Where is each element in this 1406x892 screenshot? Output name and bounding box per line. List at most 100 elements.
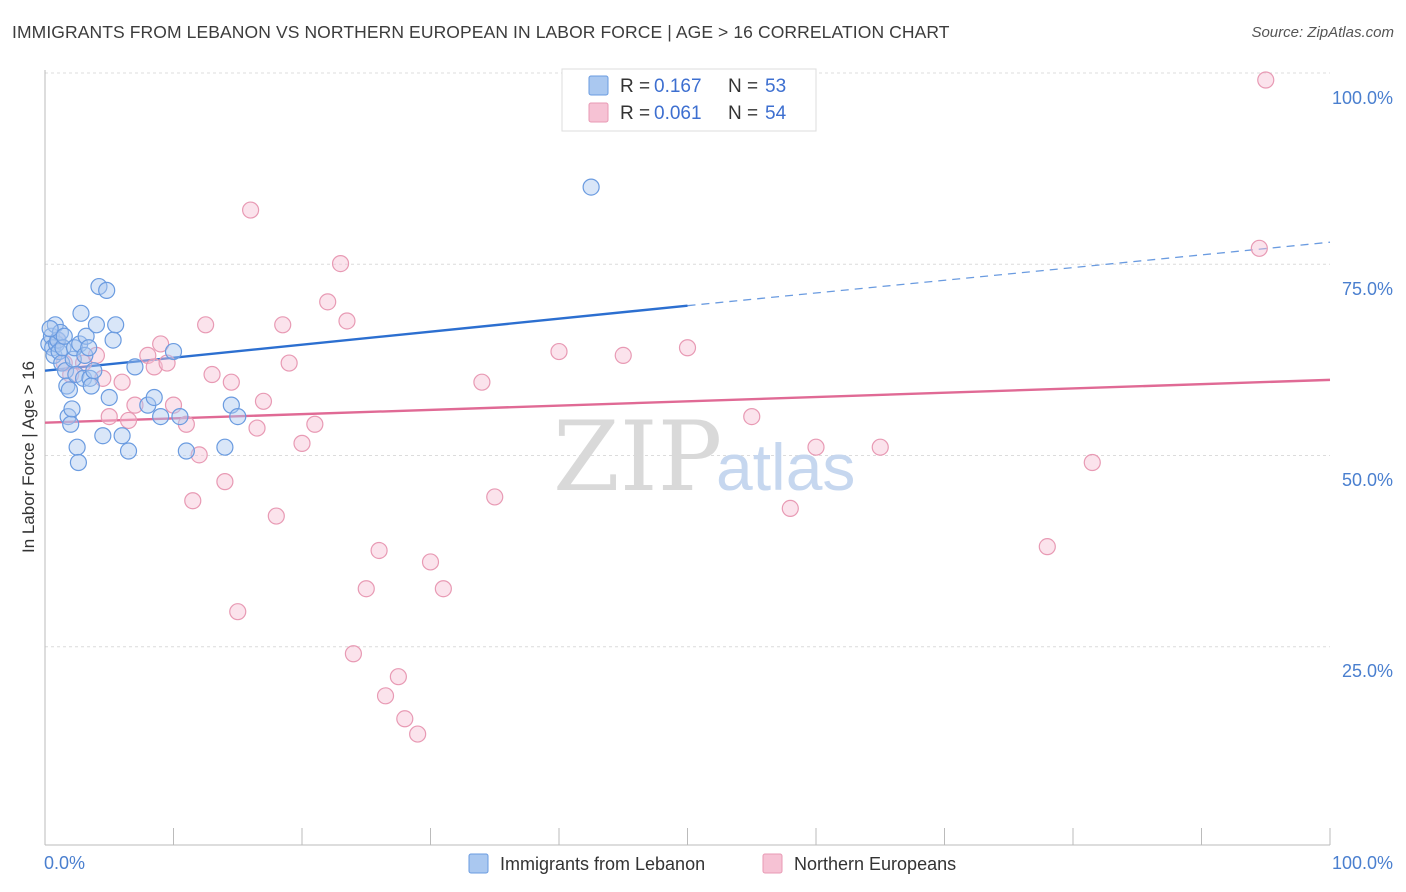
point-northern-europeans — [473, 373, 491, 391]
x-ticks — [44, 828, 1331, 845]
legend-n-label-northern-europeans: N = — [728, 103, 758, 124]
point-lebanon — [82, 377, 100, 395]
point-lebanon — [85, 362, 103, 380]
point-northern-europeans — [100, 408, 118, 426]
point-lebanon — [107, 316, 125, 334]
point-northern-europeans — [357, 580, 375, 598]
point-lebanon — [229, 408, 247, 426]
point-northern-europeans — [871, 438, 889, 456]
point-lebanon — [90, 277, 108, 296]
point-lebanon — [94, 427, 112, 445]
point-northern-europeans — [126, 396, 144, 414]
point-northern-europeans — [550, 342, 568, 361]
grid — [45, 72, 1330, 648]
point-lebanon — [87, 316, 106, 334]
y-tick-label-50: 50.0% — [1342, 470, 1393, 490]
series-lebanon — [40, 178, 600, 472]
point-northern-europeans — [197, 316, 215, 334]
point-northern-europeans — [614, 346, 632, 364]
point-northern-europeans — [222, 373, 240, 391]
point-northern-europeans — [1083, 453, 1101, 472]
point-northern-europeans — [1257, 71, 1275, 89]
point-lebanon — [171, 408, 189, 426]
legend-n-value-northern-europeans: 54 — [765, 103, 787, 124]
point-lebanon — [80, 339, 98, 357]
point-northern-europeans — [248, 419, 266, 437]
chart-source: Source: ZipAtlas.com — [1251, 24, 1394, 41]
trend-line-lebanon-extension — [687, 241, 1331, 307]
watermark-zip: ZIP — [553, 401, 722, 513]
point-northern-europeans — [319, 293, 337, 311]
point-northern-europeans — [113, 373, 131, 391]
point-northern-europeans — [338, 312, 356, 330]
point-lebanon — [119, 442, 138, 460]
point-lebanon — [104, 331, 122, 349]
legend-swatch-lebanon — [588, 75, 609, 96]
point-northern-europeans — [274, 316, 292, 334]
point-northern-europeans — [119, 411, 138, 430]
point-lebanon — [62, 415, 80, 433]
legend-swatch-northern-europeans — [588, 102, 609, 123]
legend-r-value-lebanon: 0.167 — [654, 76, 702, 97]
trend-line-northern-europeans — [44, 378, 1331, 424]
point-lebanon — [126, 358, 144, 376]
bottom-legend-label-northern-europeans: Northern Europeans — [794, 854, 956, 874]
point-northern-europeans — [678, 339, 697, 357]
bottom-legend: Immigrants from Lebanon Northern Europea… — [468, 853, 956, 874]
point-northern-europeans — [1038, 538, 1056, 556]
point-northern-europeans — [203, 365, 221, 384]
x-tick-label-100: 100.0% — [1332, 853, 1393, 873]
point-northern-europeans — [293, 434, 311, 452]
point-northern-europeans — [396, 710, 414, 728]
point-northern-europeans — [229, 603, 247, 621]
point-northern-europeans — [190, 446, 208, 464]
point-lebanon — [67, 365, 85, 384]
bottom-legend-swatch-lebanon — [468, 853, 489, 874]
point-northern-europeans — [184, 492, 202, 510]
legend-r-value-northern-europeans: 0.061 — [654, 103, 702, 124]
point-northern-europeans — [145, 358, 163, 376]
point-northern-europeans — [389, 668, 407, 686]
point-northern-europeans — [306, 415, 324, 433]
point-lebanon — [41, 320, 59, 338]
point-lebanon — [63, 400, 81, 418]
point-northern-europeans — [486, 488, 504, 506]
point-lebanon — [177, 442, 195, 460]
point-northern-europeans — [743, 408, 761, 426]
point-lebanon — [98, 281, 116, 299]
point-lebanon — [69, 453, 88, 472]
point-lebanon — [72, 304, 90, 322]
point-northern-europeans — [1250, 239, 1268, 257]
chart-title: IMMIGRANTS FROM LEBANON VS NORTHERN EURO… — [12, 22, 950, 42]
bottom-legend-label-lebanon: Immigrants from Lebanon — [500, 854, 705, 874]
y-tick-label-25: 25.0% — [1342, 661, 1393, 681]
point-lebanon — [113, 427, 131, 445]
x-tick-label-0: 0.0% — [44, 853, 85, 873]
point-northern-europeans — [254, 392, 273, 410]
point-northern-europeans — [376, 687, 395, 705]
legend-box: R = 0.167 N = 53 R = 0.061 N = 54 — [561, 68, 817, 132]
point-lebanon — [60, 381, 79, 399]
y-tick-label-100: 100.0% — [1332, 88, 1393, 108]
point-northern-europeans — [409, 725, 427, 743]
point-northern-europeans — [344, 645, 362, 663]
point-northern-europeans — [434, 580, 452, 598]
legend-n-label-lebanon: N = — [728, 76, 758, 97]
point-northern-europeans — [781, 499, 799, 517]
point-lebanon — [582, 178, 600, 196]
point-lebanon — [100, 388, 118, 407]
point-lebanon — [164, 342, 183, 361]
point-northern-europeans — [421, 553, 440, 571]
trend-line-lebanon — [44, 304, 688, 372]
legend-r-label-lebanon: R = — [620, 76, 650, 97]
point-northern-europeans — [331, 255, 350, 273]
bottom-legend-swatch-northern-europeans — [762, 853, 783, 874]
point-lebanon — [216, 438, 234, 456]
y-axis-title: In Labor Force | Age > 16 — [19, 361, 38, 553]
point-lebanon — [145, 388, 163, 407]
legend-n-value-lebanon: 53 — [765, 76, 786, 97]
point-lebanon — [55, 327, 73, 345]
point-northern-europeans — [807, 438, 825, 456]
point-northern-europeans — [152, 335, 170, 353]
